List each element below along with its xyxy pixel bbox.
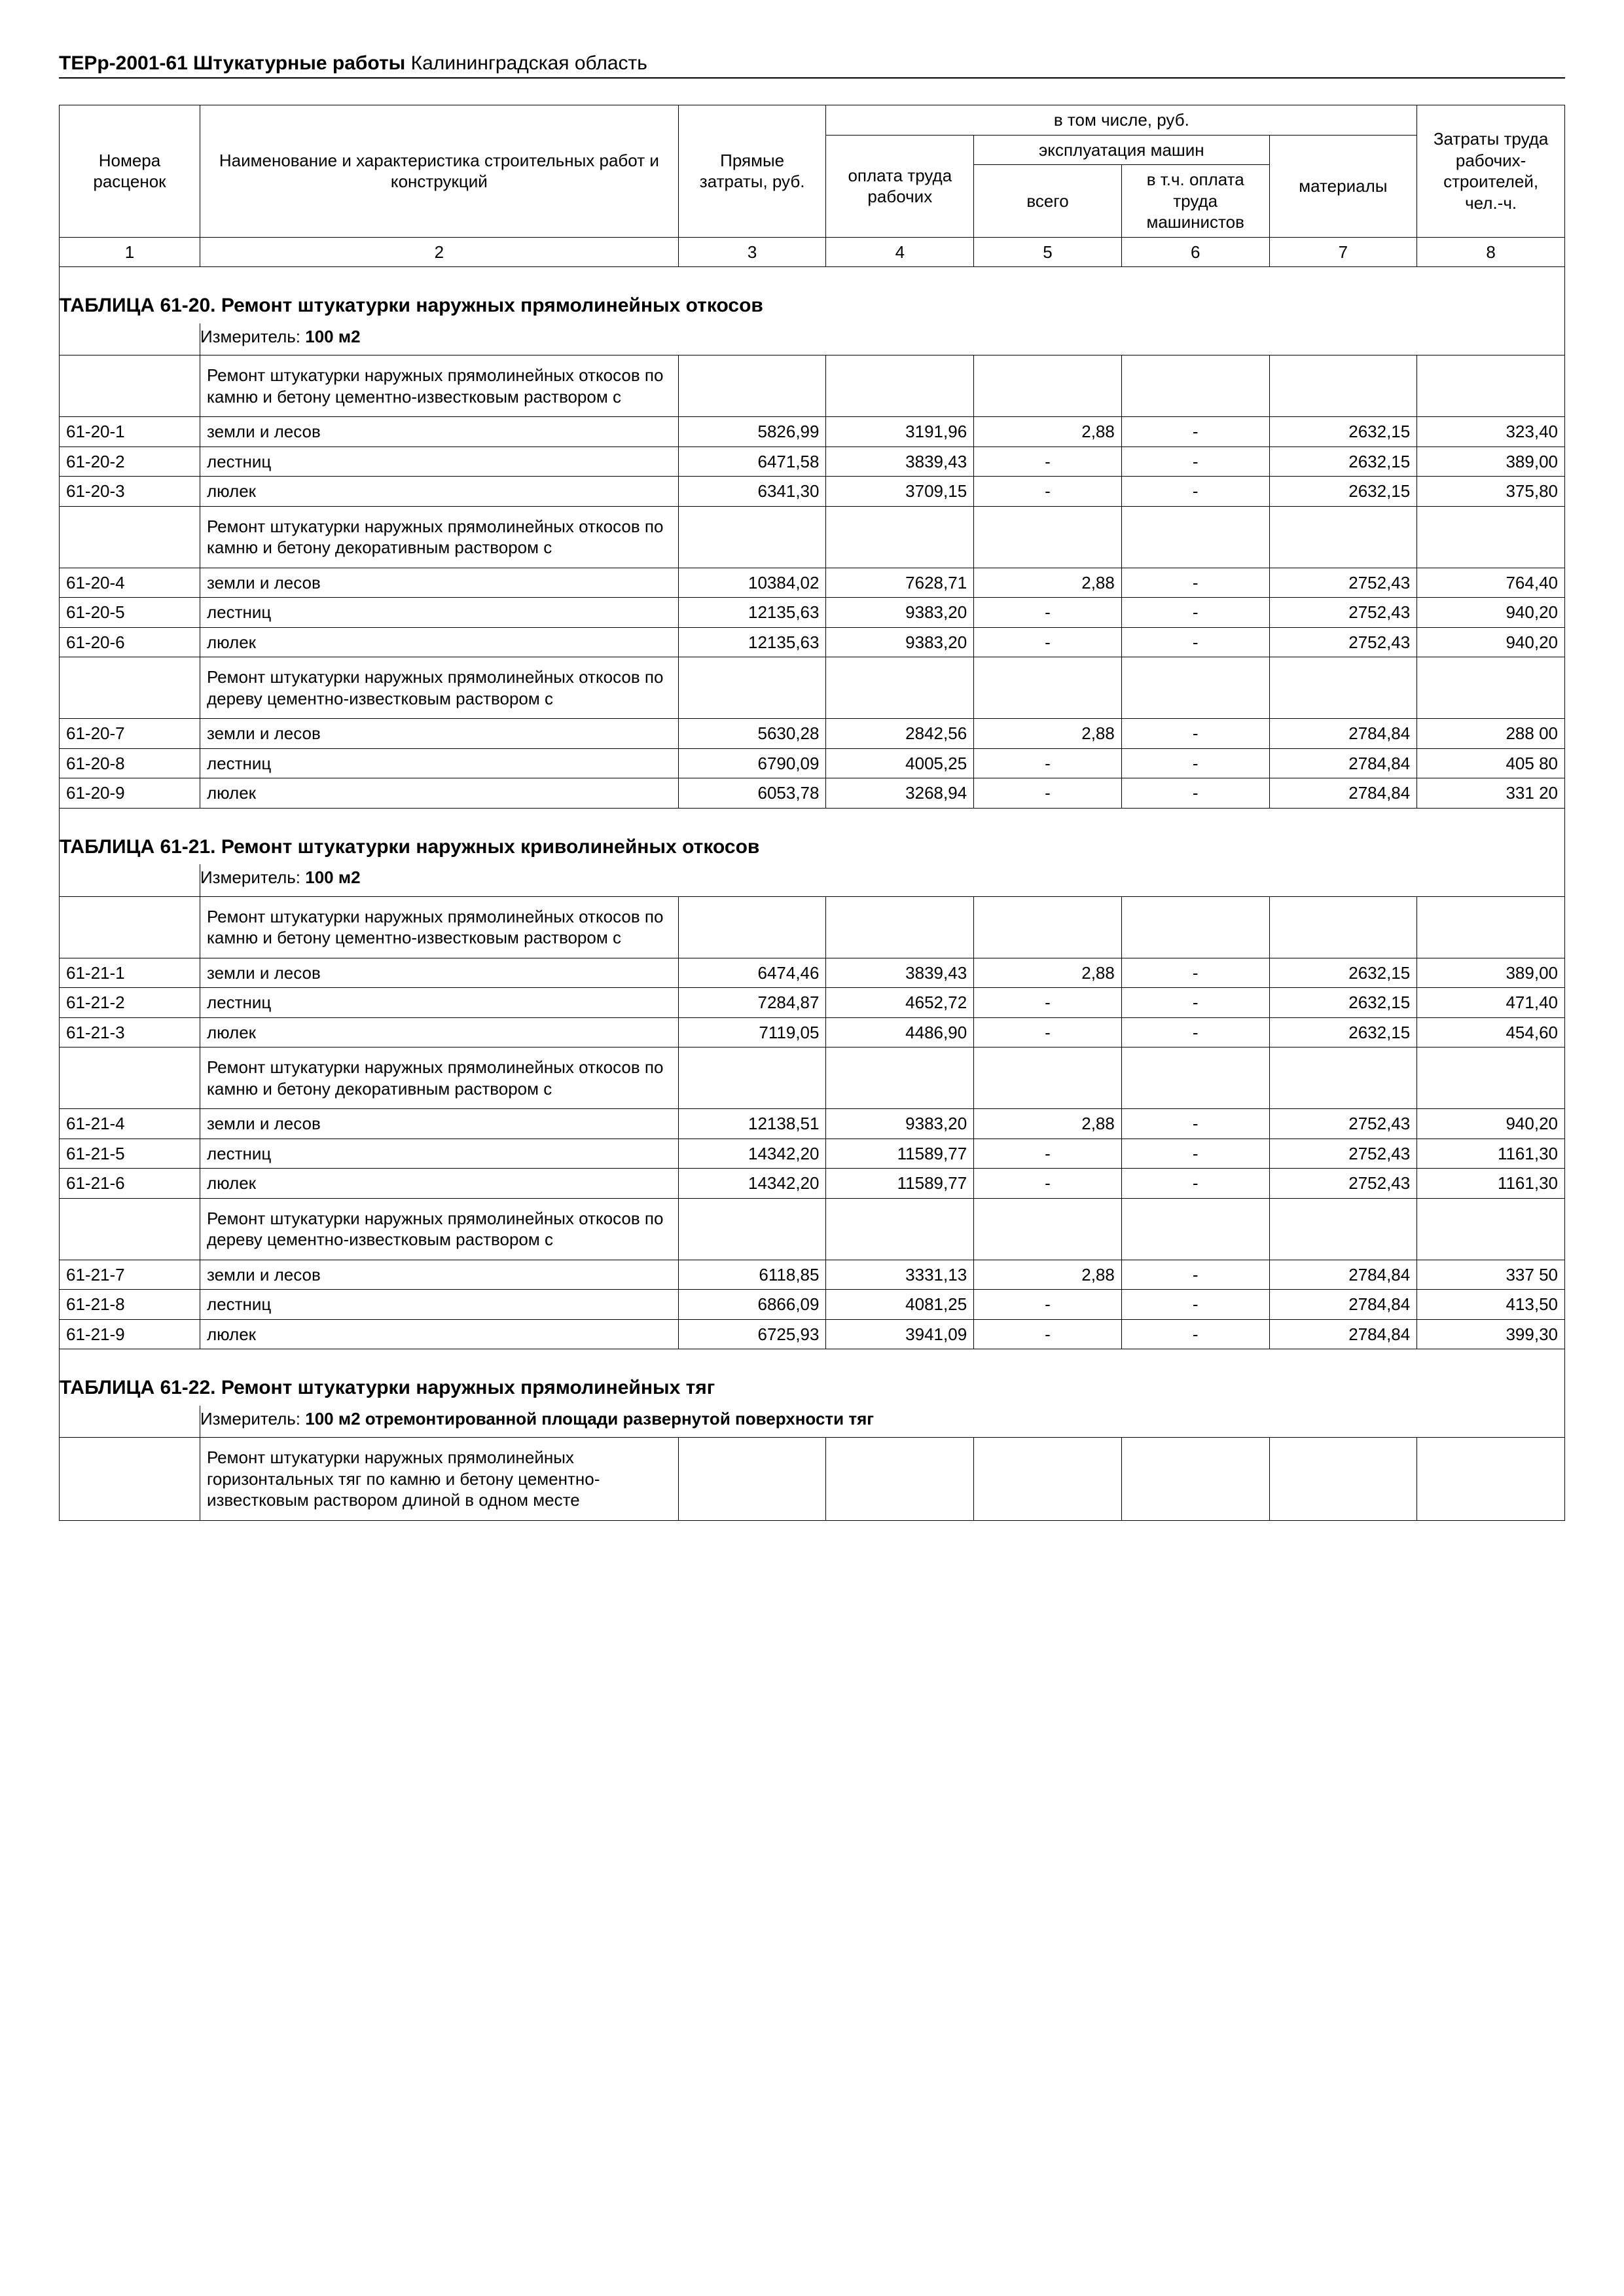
hdr-c1: Номера расценок <box>60 105 200 238</box>
title-rest: Калининградская область <box>405 52 647 74</box>
colnum-7: 7 <box>1269 237 1417 267</box>
group-description: Ремонт штукатурки наружных прямолинейных… <box>200 1198 678 1260</box>
table-row: 61-20-3люлек6341,303709,15--2632,15375,8… <box>60 477 1565 507</box>
colnum-2: 2 <box>200 237 678 267</box>
group-description: Ремонт штукатурки наружных прямолинейных… <box>200 657 678 719</box>
table-row: 61-20-2лестниц6471,583839,43--2632,15389… <box>60 446 1565 477</box>
table-row: 61-21-3люлек7119,054486,90--2632,15454,6… <box>60 1017 1565 1048</box>
table-row: 61-20-7земли и лесов5630,282842,562,88-2… <box>60 719 1565 749</box>
group-description: Ремонт штукатурки наружных прямолинейных… <box>200 896 678 958</box>
table-row: 61-21-4земли и лесов12138,519383,202,88-… <box>60 1109 1565 1139</box>
measure: Измеритель: 100 м2 отремонтированной пло… <box>200 1406 1564 1438</box>
table-row: 61-21-2лестниц7284,874652,72--2632,15471… <box>60 988 1565 1018</box>
table-row: 61-20-1земли и лесов5826,993191,962,88-2… <box>60 417 1565 447</box>
colnum-1: 1 <box>60 237 200 267</box>
main-table: Номера расценок Наименование и характери… <box>59 105 1565 1521</box>
group-description: Ремонт штукатурки наружных прямолинейных… <box>200 506 678 568</box>
colnum-8: 8 <box>1417 237 1565 267</box>
title-bold: ТЕРр-2001-61 Штукатурные работы <box>59 52 405 74</box>
measure: Измеритель: 100 м2 <box>200 323 1564 355</box>
hdr-c5: всего <box>974 165 1122 238</box>
hdr-c6: в т.ч. оплата труда машинистов <box>1121 165 1269 238</box>
colnum-3: 3 <box>678 237 826 267</box>
table-row: 61-21-1земли и лесов6474,463839,432,88-2… <box>60 958 1565 988</box>
group-description: Ремонт штукатурки наружных прямолинейных… <box>200 1438 678 1521</box>
hdr-group: в том числе, руб. <box>826 105 1417 136</box>
colnum-4: 4 <box>826 237 974 267</box>
hdr-c2: Наименование и характеристика строительн… <box>200 105 678 238</box>
group-description: Ремонт штукатурки наружных прямолинейных… <box>200 355 678 417</box>
table-row: 61-20-9люлек6053,783268,94--2784,84331 2… <box>60 778 1565 809</box>
measure: Измеритель: 100 м2 <box>200 864 1564 896</box>
hdr-machines: эксплуатация машин <box>974 135 1269 165</box>
hdr-c4: оплата труда рабочих <box>826 135 974 237</box>
table-row: 61-20-8лестниц6790,094005,25--2784,84405… <box>60 748 1565 778</box>
table-row: 61-21-9люлек6725,933941,09--2784,84399,3… <box>60 1319 1565 1349</box>
hdr-c3: Прямые затраты, руб. <box>678 105 826 238</box>
section-title: ТАБЛИЦА 61-22. Ремонт штукатурки наружны… <box>60 1349 1565 1406</box>
table-row: 61-20-4земли и лесов10384,027628,712,88-… <box>60 568 1565 598</box>
colnum-6: 6 <box>1121 237 1269 267</box>
table-row: 61-21-8лестниц6866,094081,25--2784,84413… <box>60 1290 1565 1320</box>
section-title: ТАБЛИЦА 61-20. Ремонт штукатурки наружны… <box>60 267 1565 323</box>
page-title: ТЕРр-2001-61 Штукатурные работы Калининг… <box>59 52 1565 79</box>
table-row: 61-21-7земли и лесов6118,853331,132,88-2… <box>60 1260 1565 1290</box>
table-row: 61-21-6люлек14342,2011589,77--2752,43116… <box>60 1169 1565 1199</box>
group-description: Ремонт штукатурки наружных прямолинейных… <box>200 1048 678 1109</box>
table-row: 61-21-5лестниц14342,2011589,77--2752,431… <box>60 1139 1565 1169</box>
section-title: ТАБЛИЦА 61-21. Ремонт штукатурки наружны… <box>60 808 1565 864</box>
hdr-c7: материалы <box>1269 135 1417 237</box>
hdr-c8: Затраты труда рабочих-строителей, чел.-ч… <box>1417 105 1565 238</box>
colnum-5: 5 <box>974 237 1122 267</box>
table-row: 61-20-6люлек12135,639383,20--2752,43940,… <box>60 627 1565 657</box>
table-row: 61-20-5лестниц12135,639383,20--2752,4394… <box>60 598 1565 628</box>
